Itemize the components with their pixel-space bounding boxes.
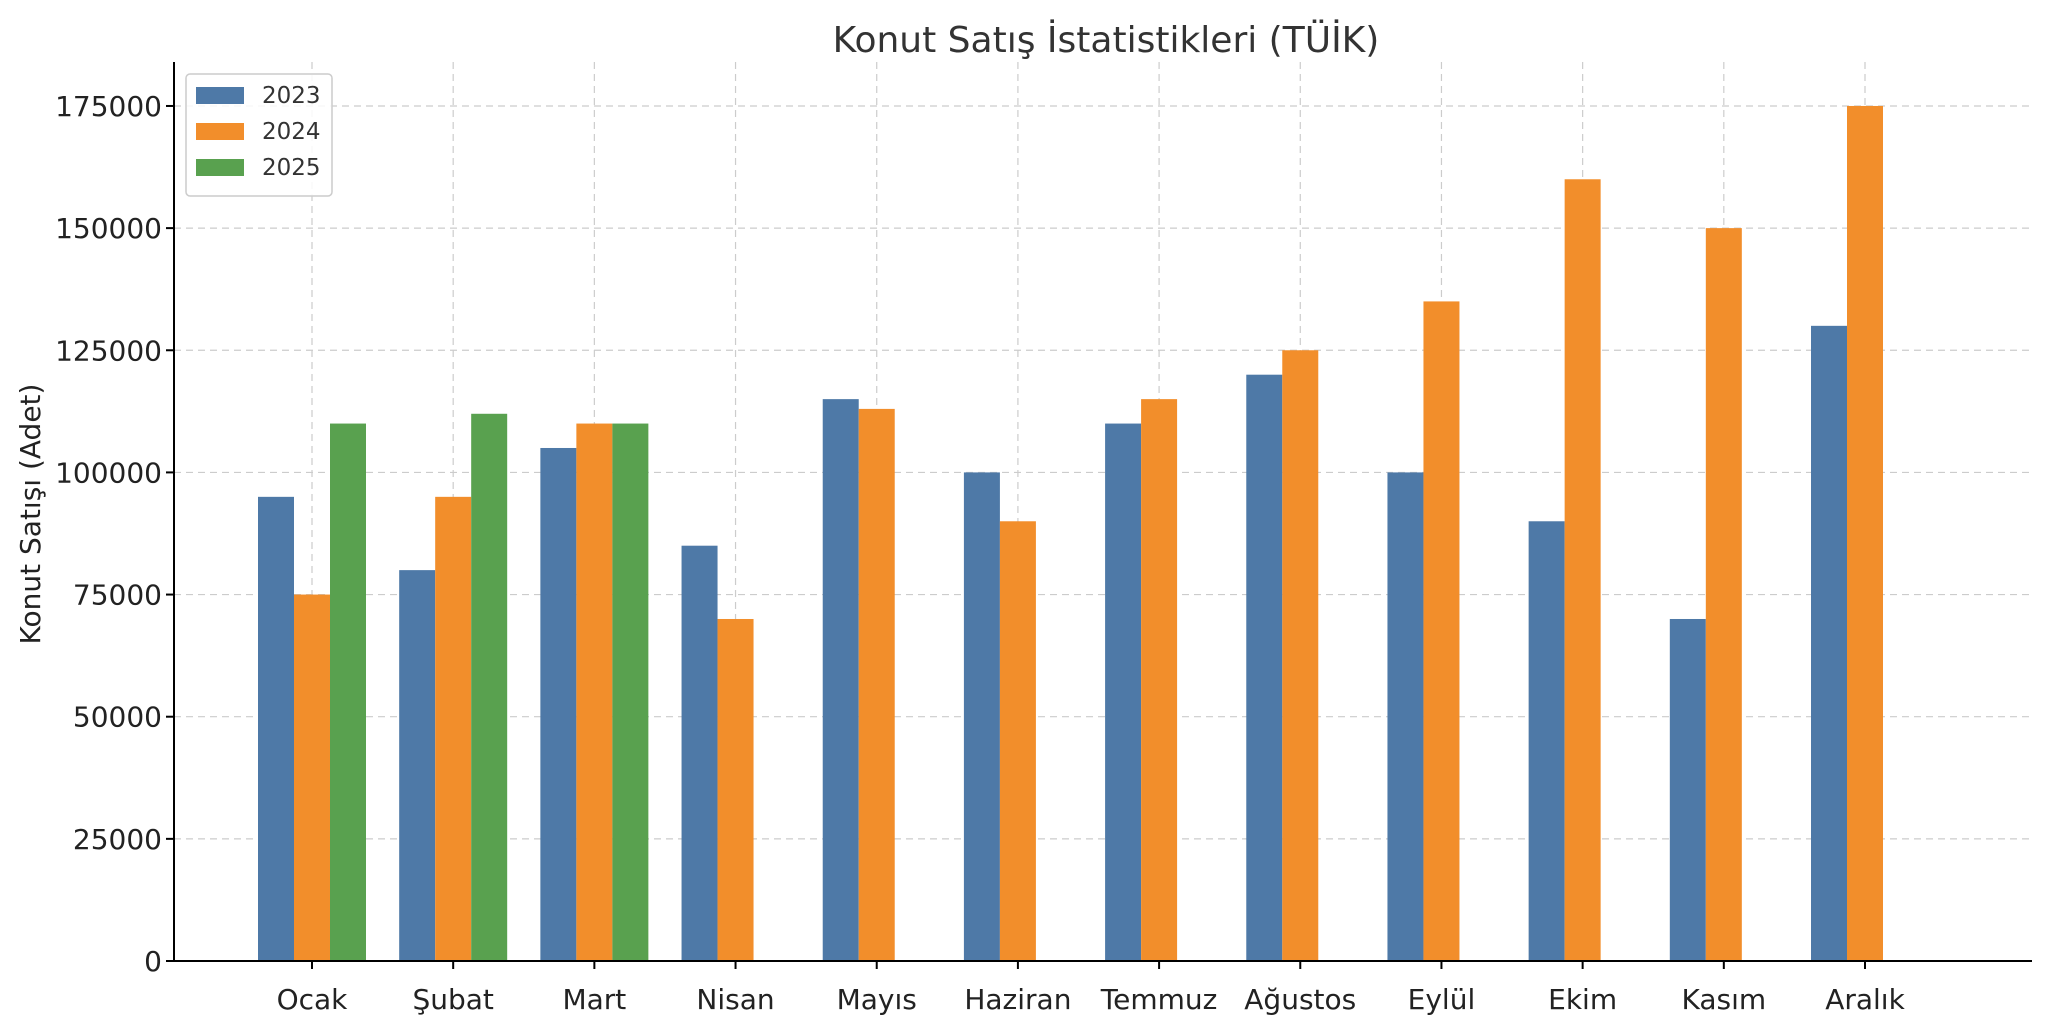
bar-2024-6	[1141, 399, 1178, 961]
y-tick-label: 175000	[55, 90, 162, 123]
legend-label-2025: 2025	[262, 155, 321, 181]
legend-swatch-2025	[196, 159, 244, 176]
bar-2025-1	[471, 413, 508, 962]
bar-2024-10	[1705, 228, 1742, 961]
bar-2024-0	[294, 594, 330, 961]
x-tick-label: Kasım	[1681, 983, 1766, 1015]
y-tick-label: 75000	[73, 579, 162, 612]
x-tick-label: Mayıs	[837, 983, 917, 1015]
legend-swatch-2024	[196, 123, 244, 140]
y-tick-label: 50000	[73, 701, 162, 734]
bar-2023-9	[1528, 521, 1565, 961]
bar-2023-5	[963, 472, 1000, 961]
bar-2023-3	[681, 545, 718, 961]
bar-2023-7	[1246, 374, 1283, 961]
bar-2023-0	[258, 496, 294, 961]
y-tick-label: 150000	[55, 212, 162, 245]
x-tick-label: Eylül	[1408, 983, 1476, 1015]
legend-swatch-2023	[196, 87, 244, 104]
bar-2025-2	[612, 423, 649, 962]
x-tick-label: Mart	[562, 983, 626, 1015]
bar-2023-2	[540, 447, 577, 961]
y-axis-title: Konut Satışı (Adet)	[14, 384, 47, 645]
y-tick-label: 100000	[55, 456, 162, 489]
y-tick-label: 125000	[55, 334, 162, 367]
legend: 2023 2024 2025	[185, 73, 333, 197]
legend-label-2024: 2024	[262, 119, 321, 145]
x-tick-label: Ekim	[1548, 983, 1617, 1015]
bar-2024-3	[717, 618, 754, 961]
bar-2023-4	[822, 399, 859, 961]
x-tick-label: Ağustos	[1244, 983, 1356, 1015]
bar-2024-4	[858, 408, 895, 961]
y-tick-label: 0	[144, 945, 162, 978]
x-tick-label: Temmuz	[1100, 983, 1218, 1015]
bar-2024-11	[1847, 105, 1883, 961]
bars	[258, 105, 1883, 962]
bar-2023-11	[1811, 325, 1847, 962]
bar-2024-1	[435, 496, 472, 961]
x-tick-label: Ocak	[277, 983, 349, 1015]
bar-2024-8	[1423, 301, 1460, 962]
bar-2023-8	[1387, 472, 1424, 961]
x-tick-label: Nisan	[696, 983, 774, 1015]
bar-2024-7	[1282, 350, 1319, 961]
bar-2024-5	[999, 521, 1036, 961]
x-tick-label: Haziran	[964, 983, 1071, 1015]
bar-2025-0	[330, 423, 366, 962]
bar-2024-2	[576, 423, 613, 962]
bar-2023-1	[399, 570, 436, 961]
chart-title: Konut Satış İstatistikleri (TÜİK)	[833, 19, 1380, 61]
bar-2023-6	[1105, 423, 1142, 962]
bar-2023-10	[1669, 618, 1706, 961]
bar-2024-9	[1564, 179, 1601, 961]
x-tick-label: Aralık	[1825, 983, 1905, 1015]
y-tick-label: 25000	[73, 823, 162, 856]
legend-label-2023: 2023	[262, 83, 321, 109]
x-tick-label: Şubat	[412, 983, 493, 1015]
axes: 0 25000 50000 75000 100000 125000 150000 175000…	[55, 62, 2032, 1015]
